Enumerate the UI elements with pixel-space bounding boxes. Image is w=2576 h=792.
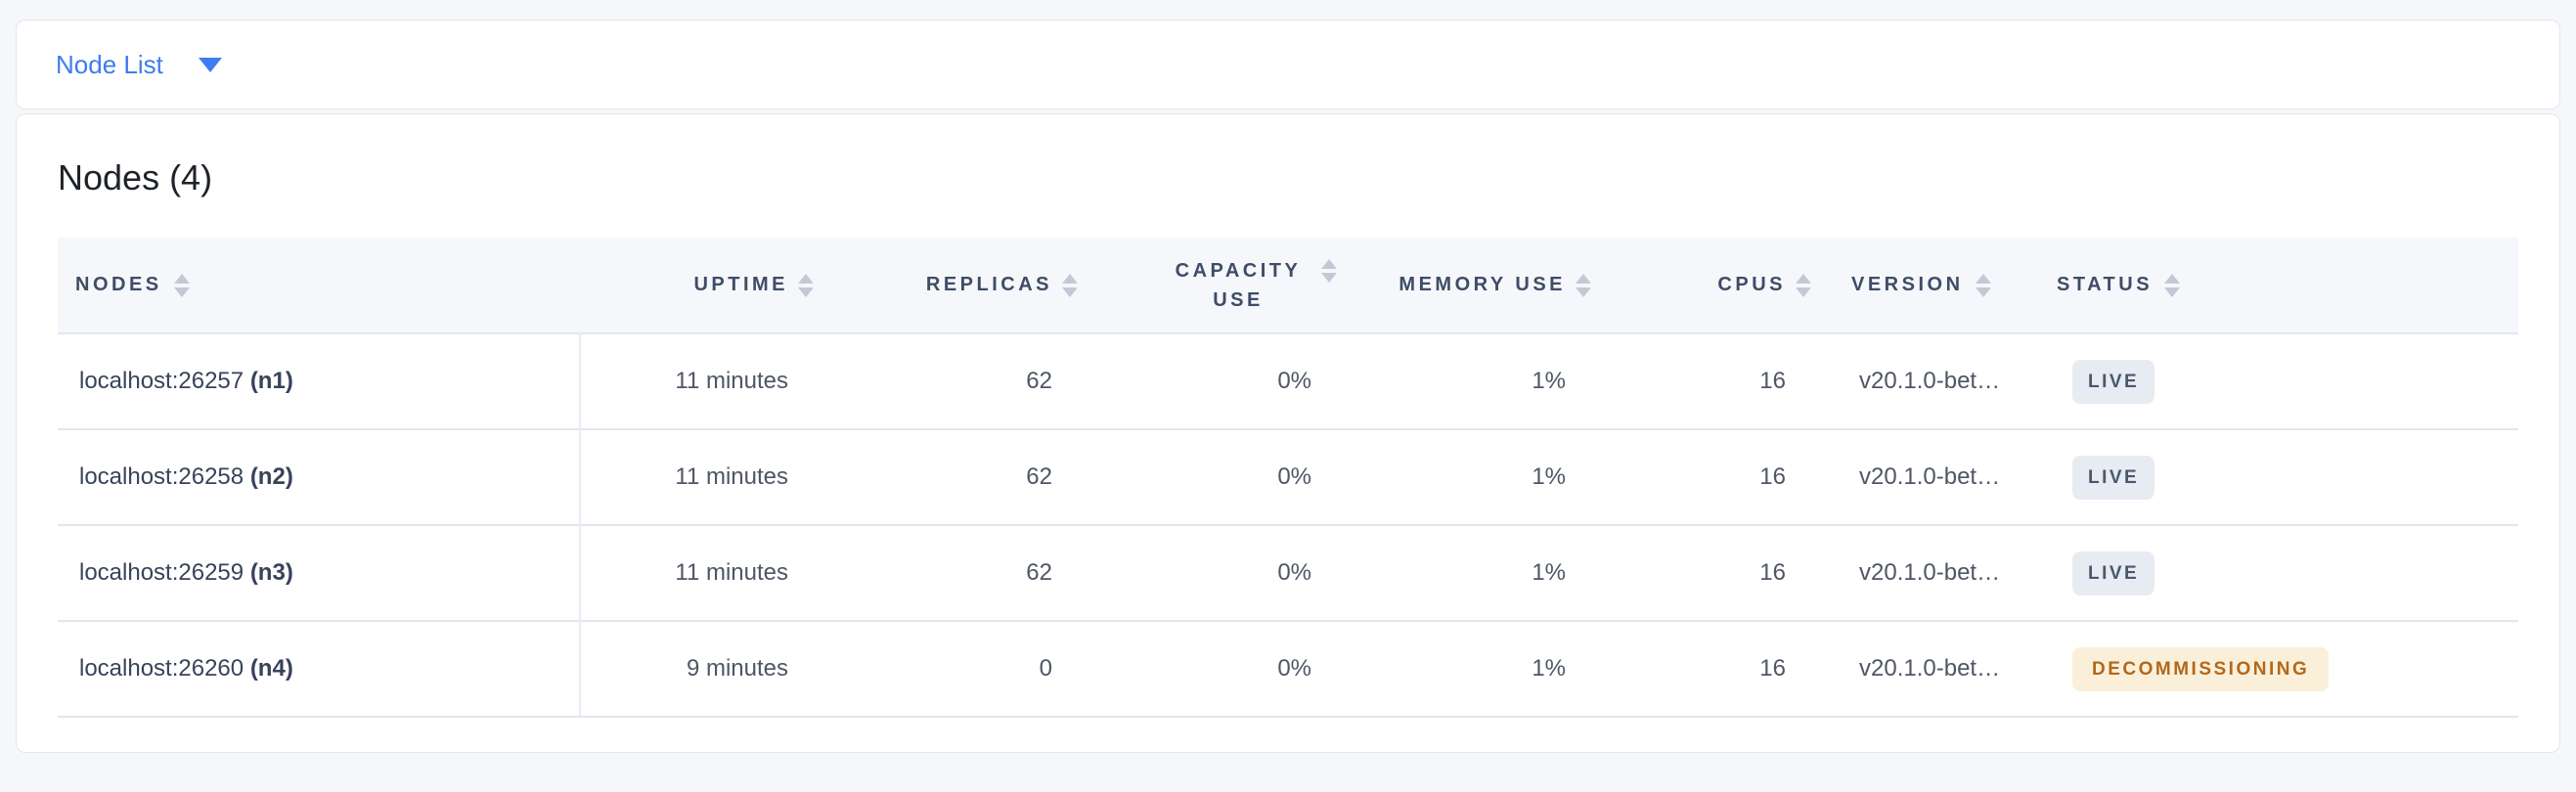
replicas-cell: 62 [813,524,1077,621]
status-badge: LIVE [2072,550,2155,595]
column-header-status[interactable]: STATUS [2050,238,2518,333]
capacity-use-cell: 0% [1077,332,1336,429]
table-row[interactable]: localhost:26259 (n3) 11 minutes 62 0% 1%… [58,524,2518,621]
node-list-table: NODES UPTIME REPLICAS CAPACITY USE MEMOR… [58,238,2518,718]
node-address-cell: localhost:26260 (n4) [58,620,581,718]
sort-arrows-icon [1976,274,1991,297]
status-cell: LIVE [2050,332,2518,429]
column-header-label: STATUS [2057,274,2154,295]
uptime-cell: 9 minutes [580,620,813,718]
column-header-nodes[interactable]: NODES [58,238,580,333]
view-mode-dropdown-label: Node List [56,49,163,79]
column-header-label: NODES [75,274,162,295]
status-cell: LIVE [2050,524,2518,621]
table-row[interactable]: localhost:26258 (n2) 11 minutes 62 0% 1%… [58,428,2518,525]
replicas-cell: 62 [813,428,1077,525]
page: { "page": { "background_color": "#f5f7fa… [0,20,2576,792]
memory-use-cell: 1% [1336,332,1590,429]
sort-arrows-icon [1796,274,1811,297]
sort-arrows-icon [2164,274,2180,297]
column-header-label: MEMORY USE [1399,274,1566,295]
node-address: localhost:26259 [79,559,244,586]
version-cell: v20.1.0-bet… [1810,524,2050,621]
uptime-cell: 11 minutes [580,428,813,525]
column-header-cpus[interactable]: CPUS [1590,238,1810,333]
sort-arrows-icon [174,274,190,297]
column-header-capacity-use[interactable]: CAPACITY USE [1077,238,1336,333]
node-address: localhost:26257 [79,368,244,394]
sort-arrows-icon [1321,259,1337,283]
version-cell: v20.1.0-bet… [1810,332,2050,429]
node-address-cell: localhost:26259 (n3) [58,524,581,621]
capacity-use-cell: 0% [1077,524,1336,621]
sort-arrows-icon [1576,274,1591,297]
view-selector-card: Node List [16,20,2560,110]
view-mode-dropdown[interactable]: Node List [56,50,222,80]
cpus-cell: 16 [1590,620,1810,718]
node-address-cell: localhost:26258 (n2) [58,428,581,525]
version-cell: v20.1.0-bet… [1810,428,2050,525]
version-cell: v20.1.0-bet… [1810,620,2050,718]
table-header-row: NODES UPTIME REPLICAS CAPACITY USE MEMOR… [58,238,2518,333]
capacity-use-cell: 0% [1077,620,1336,718]
column-header-memory-use[interactable]: MEMORY USE [1336,238,1590,333]
cpus-cell: 16 [1590,332,1810,429]
memory-use-cell: 1% [1336,428,1590,525]
status-cell: LIVE [2050,428,2518,525]
status-badge: LIVE [2072,455,2155,500]
replicas-cell: 0 [813,620,1077,718]
column-header-label: CPUS [1717,274,1786,295]
status-badge: LIVE [2072,359,2155,404]
uptime-cell: 11 minutes [580,524,813,621]
nodes-section-title: Nodes (4) [58,157,213,198]
status-badge: DECOMMISSIONING [2072,646,2330,691]
column-header-replicas[interactable]: REPLICAS [813,238,1077,333]
table-row[interactable]: localhost:26260 (n4) 9 minutes 0 0% 1% 1… [58,620,2518,718]
column-header-label: UPTIME [693,274,788,295]
node-address-cell: localhost:26257 (n1) [58,332,581,429]
sort-arrows-icon [1062,274,1078,297]
column-header-uptime[interactable]: UPTIME [580,238,813,333]
sort-arrows-icon [798,274,814,297]
memory-use-cell: 1% [1336,524,1590,621]
node-id: (n1) [249,368,293,394]
status-cell: DECOMMISSIONING [2050,620,2518,718]
node-address: localhost:26258 [79,463,244,490]
capacity-use-cell: 0% [1077,428,1336,525]
nodes-card: Nodes (4) NODES UPTIME REPLICAS CAPACITY… [16,113,2560,753]
node-address: localhost:26260 [79,655,244,682]
table-row[interactable]: localhost:26257 (n1) 11 minutes 62 0% 1%… [58,332,2518,429]
column-header-version[interactable]: VERSION [1810,238,2050,333]
replicas-cell: 62 [813,332,1077,429]
column-header-label: VERSION [1851,274,1964,295]
uptime-cell: 11 minutes [580,332,813,429]
memory-use-cell: 1% [1336,620,1590,718]
node-id: (n2) [249,463,293,490]
node-id: (n3) [249,559,293,586]
column-header-label: CAPACITY USE [1175,259,1302,311]
cpus-cell: 16 [1590,428,1810,525]
node-id: (n4) [249,655,293,682]
column-header-label: REPLICAS [925,274,1052,295]
caret-down-icon [198,57,222,72]
cpus-cell: 16 [1590,524,1810,621]
